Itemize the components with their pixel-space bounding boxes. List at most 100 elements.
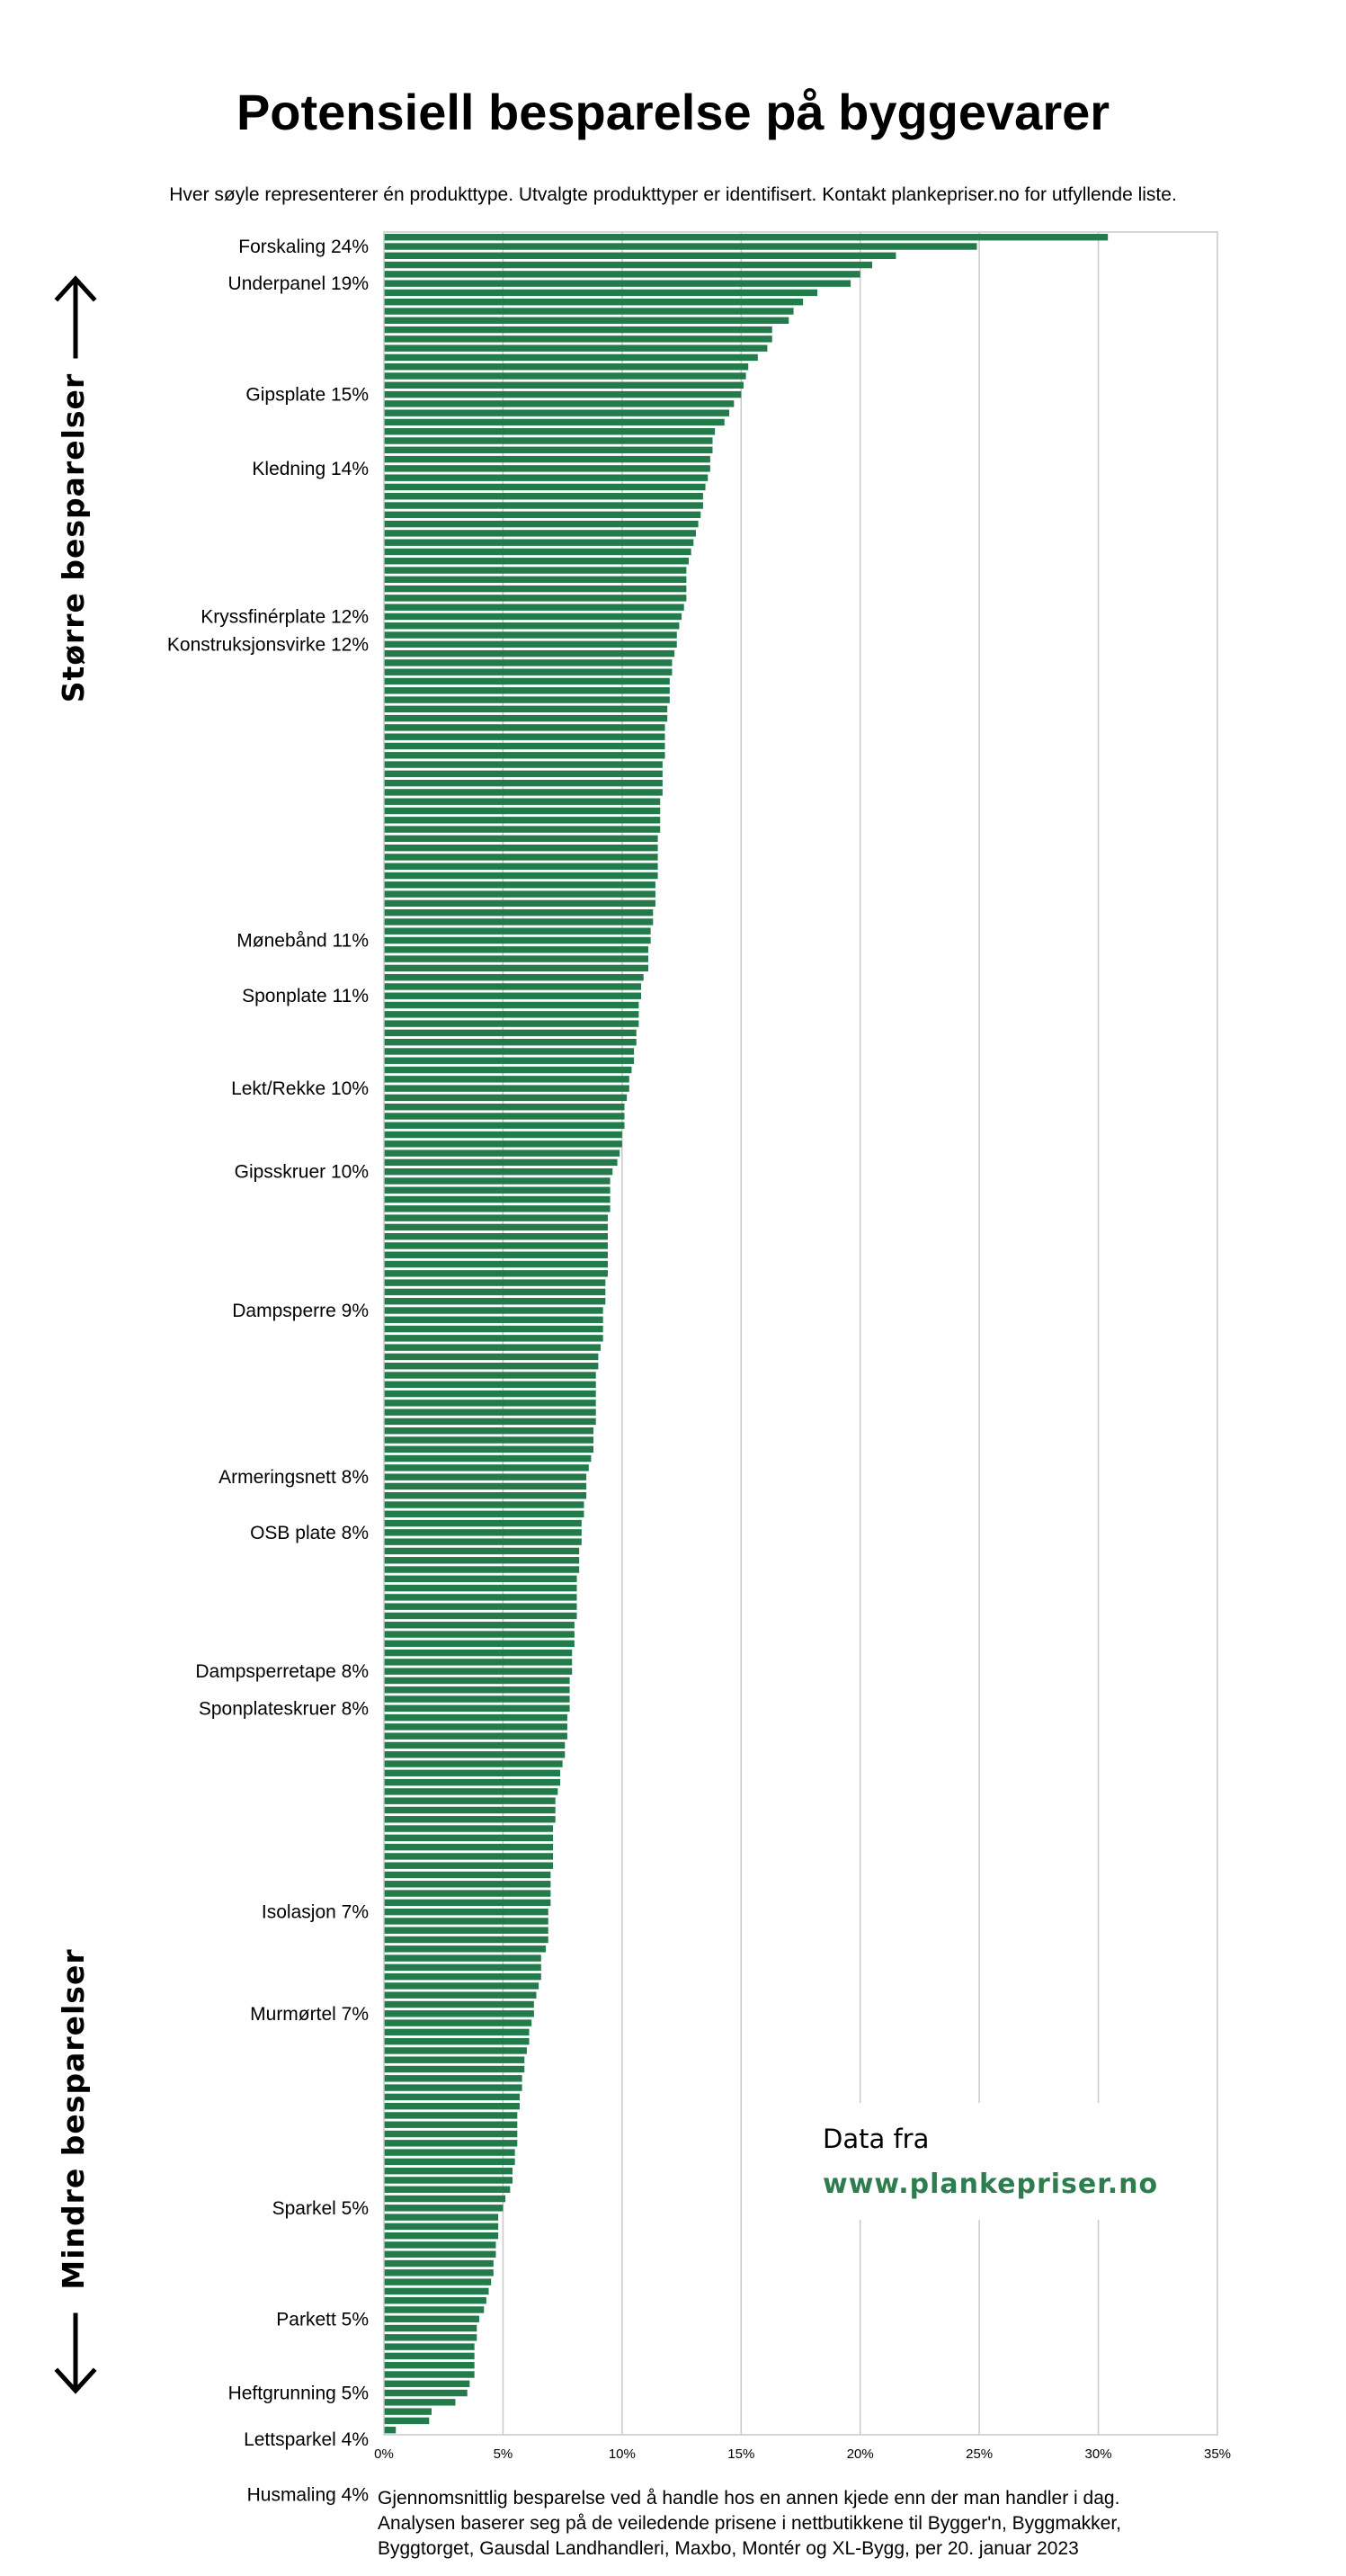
bar (384, 1353, 599, 1361)
bar (384, 280, 851, 287)
bar (384, 2149, 515, 2156)
bar (384, 1760, 563, 1767)
bar (384, 446, 713, 454)
bar (384, 890, 655, 898)
bar (384, 335, 772, 343)
bar (384, 1686, 570, 1694)
bar (384, 826, 661, 833)
bar (384, 1806, 556, 1814)
bar (384, 844, 658, 852)
bar (384, 2019, 532, 2026)
bar (384, 2361, 475, 2369)
arrow-down-icon (54, 2312, 97, 2394)
bar (384, 595, 687, 602)
footnote-line: Byggtorget, Gausdal Landhandleri, Maxbo,… (378, 2538, 1079, 2559)
bar (384, 1713, 567, 1722)
credit-site-link[interactable]: www.plankepriser.no (823, 2169, 1158, 2200)
bar (384, 317, 789, 324)
bar (384, 1501, 584, 1508)
bar (384, 1640, 575, 1648)
bar (384, 668, 673, 675)
bar (384, 2121, 518, 2128)
bar (384, 2037, 530, 2045)
bar (384, 1418, 596, 1426)
category-label: Armeringsnett 8% (218, 1467, 369, 1488)
bar (384, 872, 658, 880)
bar (384, 2000, 534, 2008)
category-label: Kryssfinérplate 12% (201, 606, 369, 627)
bar (384, 1149, 620, 1157)
bar (384, 1603, 577, 1610)
category-label: Sparkel 5% (272, 2198, 369, 2219)
bar (384, 2075, 522, 2082)
footnote-line: Analysen baserer seg på de veiledende pr… (378, 2513, 1122, 2534)
bar (384, 252, 896, 259)
category-label: Parkett 5% (276, 2309, 369, 2330)
bar (384, 1529, 582, 1536)
bar (384, 299, 804, 306)
bar (384, 1972, 541, 1981)
category-label: Heftgrunning 5% (228, 2384, 369, 2404)
bar (384, 2315, 479, 2322)
bar (384, 927, 651, 935)
bar (384, 344, 768, 352)
bar (384, 1140, 622, 1148)
bar (384, 1631, 575, 1638)
plot-frame (383, 231, 1218, 2436)
bar (384, 640, 677, 648)
bar (384, 2140, 518, 2147)
bar (384, 1288, 606, 1296)
bar (384, 1316, 603, 1323)
bar (384, 483, 706, 491)
bar (384, 1557, 580, 1564)
bar (384, 1963, 541, 1972)
bar (384, 835, 658, 843)
bar (384, 973, 644, 981)
bar (384, 2417, 430, 2425)
arrow-up-icon (54, 275, 97, 359)
bar (384, 622, 680, 630)
bar (384, 409, 730, 416)
bar (384, 1131, 622, 1139)
bar (384, 326, 772, 334)
bar (384, 2278, 492, 2285)
bar (384, 1723, 567, 1731)
category-label: Dampsperre 9% (232, 1301, 369, 1321)
bar (384, 558, 690, 565)
bar (384, 604, 684, 611)
bar (384, 705, 668, 713)
bar (384, 714, 668, 722)
bar (384, 1547, 580, 1555)
bar (384, 1325, 603, 1333)
bar (384, 1843, 554, 1851)
bar (384, 1751, 566, 1758)
bar (384, 1482, 587, 1490)
bar (384, 308, 794, 315)
x-tick-label: 5% (494, 2446, 513, 2462)
bar (384, 677, 670, 685)
bar (384, 1778, 560, 1786)
bar (384, 908, 654, 917)
bar (384, 2427, 397, 2434)
bar (384, 2380, 470, 2387)
bar (384, 1038, 637, 1046)
bar (384, 1649, 573, 1657)
bar (384, 1242, 608, 1249)
bar (384, 946, 648, 953)
bar (384, 2056, 525, 2063)
bar (384, 511, 701, 519)
bar (384, 390, 742, 398)
bar (384, 2287, 489, 2295)
bar (384, 1834, 554, 1842)
side-label-top: Større besparelser (56, 373, 91, 702)
bar (384, 1251, 608, 1258)
bar (384, 955, 648, 962)
bar (384, 1881, 551, 1888)
bar (384, 2223, 499, 2231)
bar (384, 1816, 556, 1823)
category-label: Gipsskruer 10% (235, 1162, 369, 1183)
x-axis-ticks: 0% 5% 10% 15% 20% 25% 30% 35% (374, 2446, 1231, 2462)
bar (384, 520, 699, 528)
bar (384, 1519, 582, 1527)
